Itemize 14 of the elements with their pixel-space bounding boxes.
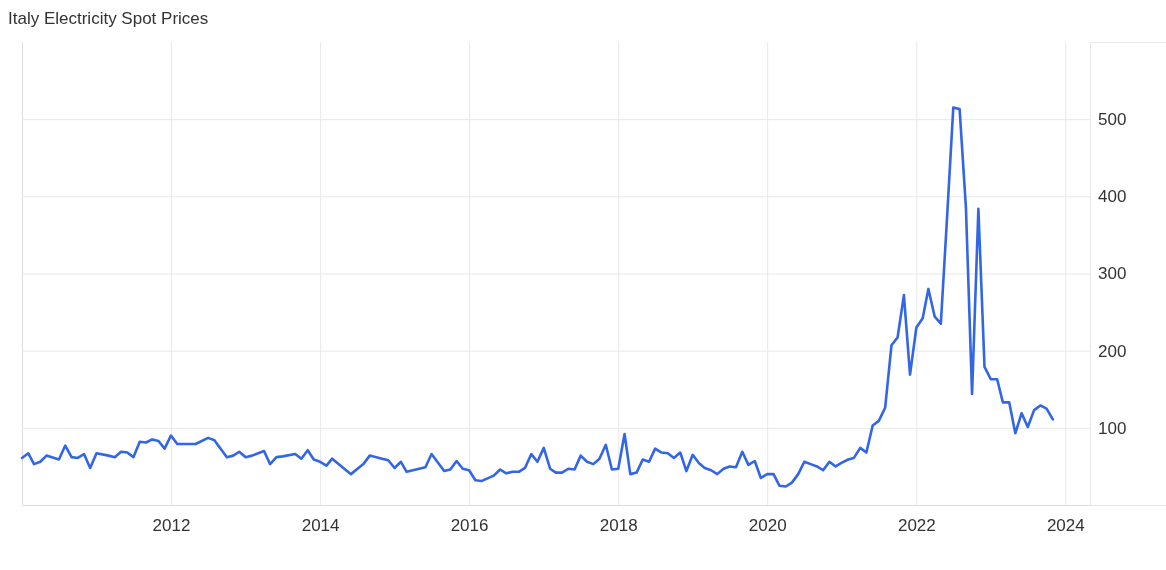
x-tick-label: 2020 — [748, 516, 787, 536]
chart-title: Italy Electricity Spot Prices — [8, 9, 209, 28]
line-series — [20, 106, 1055, 488]
y-tick-label: 200 — [1098, 341, 1127, 361]
x-tick-label: 2014 — [301, 516, 340, 536]
y-tick-label: 500 — [1098, 110, 1127, 130]
y-tick-label: 300 — [1098, 264, 1127, 284]
y-tick-label: 400 — [1098, 187, 1127, 207]
x-tick-label: 2018 — [599, 516, 638, 536]
x-tick-label: 2022 — [897, 516, 936, 536]
x-tick-label: 2024 — [1046, 516, 1085, 536]
y-tick-label: 100 — [1098, 418, 1127, 438]
x-tick-label: 2012 — [152, 516, 191, 536]
x-tick-label: 2016 — [450, 516, 489, 536]
